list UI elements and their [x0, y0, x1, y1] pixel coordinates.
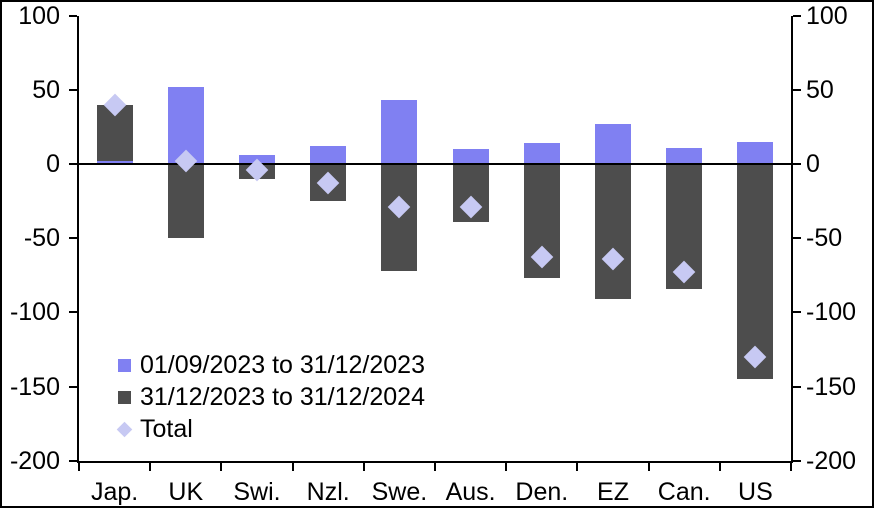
x-axis-tick [505, 462, 508, 471]
y-axis-tick-right [793, 311, 801, 314]
bar-segment [452, 149, 489, 164]
x-axis-tick [647, 462, 650, 471]
x-axis-label: Swe. [371, 478, 428, 506]
x-axis-tick [78, 462, 80, 471]
legend: 01/09/2023 to 31/12/2023 31/12/2023 to 3… [116, 349, 425, 445]
y-axis-label-left: 50 [32, 75, 60, 104]
zero-line [79, 163, 791, 165]
y-axis-tick-right [793, 237, 801, 240]
y-axis-label-right: 100 [806, 1, 848, 30]
legend-item-total: Total [116, 413, 425, 445]
legend-label-total: Total [140, 415, 193, 443]
bar-segment [666, 147, 703, 164]
y-axis-tick-right [793, 163, 801, 165]
right-axis-line [791, 15, 793, 463]
y-axis-label-right: -150 [806, 372, 857, 401]
x-axis-tick [291, 462, 294, 471]
y-axis-label-right: 0 [806, 150, 820, 178]
y-axis-tick-right [793, 385, 801, 388]
y-axis-tick-left [69, 385, 77, 388]
legend-swatch-period1 [118, 358, 131, 372]
bar-segment [381, 100, 418, 164]
left-axis-line [77, 15, 79, 463]
bar-segment [595, 164, 631, 300]
y-axis-label-right: -50 [806, 224, 843, 253]
y-axis-label-left: 100 [18, 1, 60, 30]
y-axis-tick-left [69, 163, 77, 165]
bar-segment [96, 161, 133, 164]
x-axis-label: Jap. [90, 478, 139, 506]
x-axis-tick [718, 462, 721, 471]
legend-label-period2: 31/12/2023 to 31/12/2024 [140, 383, 425, 411]
x-axis-tick [220, 462, 223, 471]
x-axis-tick [576, 462, 579, 471]
y-axis-label-right: -100 [806, 298, 857, 327]
x-axis-label: EZ [597, 478, 629, 506]
bar-segment [595, 123, 631, 164]
y-axis-label-left: -150 [9, 372, 60, 401]
y-axis-label-left: -200 [9, 446, 60, 475]
y-axis-label-right: -200 [806, 446, 857, 475]
bar-segment [737, 164, 774, 380]
y-axis-tick-left [69, 237, 77, 240]
x-axis-label: UK [168, 478, 204, 506]
legend-label-period1: 01/09/2023 to 31/12/2023 [140, 351, 425, 379]
x-axis-label: Can. [657, 478, 711, 506]
x-axis-label: Nzl. [306, 478, 350, 506]
y-axis-tick-left [69, 88, 77, 91]
y-axis-tick-left [69, 311, 77, 314]
x-axis-tick [149, 462, 152, 471]
x-axis-label: Den. [515, 478, 569, 506]
y-axis-tick-right [793, 459, 801, 462]
x-axis-label: Aus. [445, 478, 496, 506]
x-axis-tick [790, 462, 792, 471]
y-axis-tick-right [793, 14, 801, 17]
y-axis-tick-left [69, 459, 77, 462]
x-axis-tick [434, 462, 436, 471]
y-axis-label-left: -100 [9, 298, 60, 327]
legend-swatch-period2 [118, 390, 131, 404]
legend-item-period2: 31/12/2023 to 31/12/2024 [118, 381, 425, 413]
y-axis-tick-right [793, 88, 801, 91]
bottom-axis-line [77, 460, 793, 463]
y-axis-label-left: 0 [46, 150, 60, 178]
bar-segment [167, 164, 204, 239]
x-axis-label: US [738, 478, 773, 506]
y-axis-label-left: -50 [23, 224, 60, 253]
x-axis-label: Swi. [233, 478, 281, 506]
legend-item-period1: 01/09/2023 to 31/12/2023 [118, 349, 425, 381]
bar-segment [310, 146, 347, 164]
y-axis-tick-left [69, 14, 77, 17]
legend-swatch-total-diamond-icon [116, 421, 133, 437]
x-axis-tick [362, 462, 365, 471]
bar-segment [523, 143, 560, 164]
y-axis-label-right: 50 [806, 75, 834, 104]
bar-segment [737, 141, 774, 164]
